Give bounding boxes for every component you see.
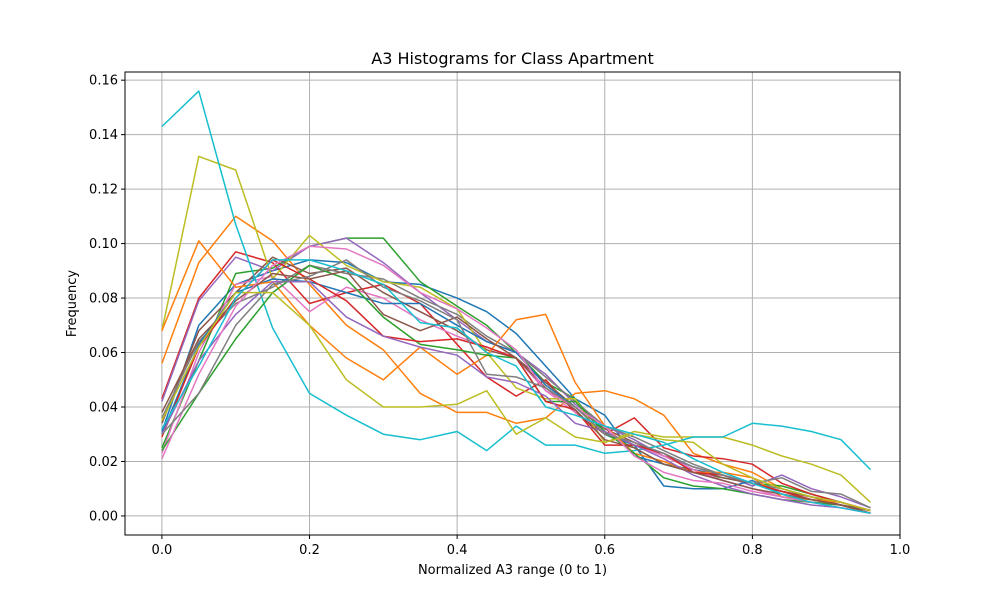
- y-tick-label: 0.06: [89, 346, 118, 361]
- x-tick-label: 1.0: [890, 543, 911, 558]
- y-tick-label: 0.08: [89, 292, 118, 307]
- x-tick-label: 0.6: [594, 543, 615, 558]
- series-line-17: [161, 245, 871, 514]
- y-tick-label: 0.02: [89, 455, 118, 470]
- x-tick-label: 0.0: [152, 543, 173, 558]
- y-tick-label: 0.12: [89, 183, 118, 198]
- series-line-14: [161, 259, 871, 514]
- series-line-9: [161, 155, 872, 503]
- grid: [125, 72, 901, 535]
- axis-ticks: 0.0 0.2 0.4 0.6 0.8 1.0 0.00 0.02 0.04 0.06 0.08 0.…: [89, 74, 910, 558]
- x-tick-label: 0.4: [447, 543, 468, 558]
- series-line-15: [161, 280, 871, 514]
- x-tick-label: 0.2: [299, 543, 320, 558]
- chart-title: A3 Histograms for Class Apartment: [371, 49, 654, 68]
- x-axis-label: Normalized A3 range (0 to 1): [418, 563, 607, 578]
- x-tick-label: 0.8: [742, 543, 763, 558]
- y-tick-label: 0.10: [89, 237, 118, 252]
- series-line-10: [161, 90, 872, 471]
- series-line-20: [161, 259, 871, 514]
- series-line-19: [161, 291, 871, 512]
- y-tick-label: 0.00: [89, 509, 118, 524]
- series-line-5: [161, 237, 871, 509]
- series-line-12: [161, 240, 871, 512]
- y-tick-label: 0.16: [89, 74, 118, 89]
- series-lines: [161, 90, 872, 514]
- series-line-4: [161, 251, 871, 512]
- y-tick-label: 0.04: [89, 400, 118, 415]
- y-axis-label: Frequency: [65, 270, 80, 337]
- y-tick-label: 0.14: [89, 128, 118, 143]
- plot-frame: [124, 71, 901, 536]
